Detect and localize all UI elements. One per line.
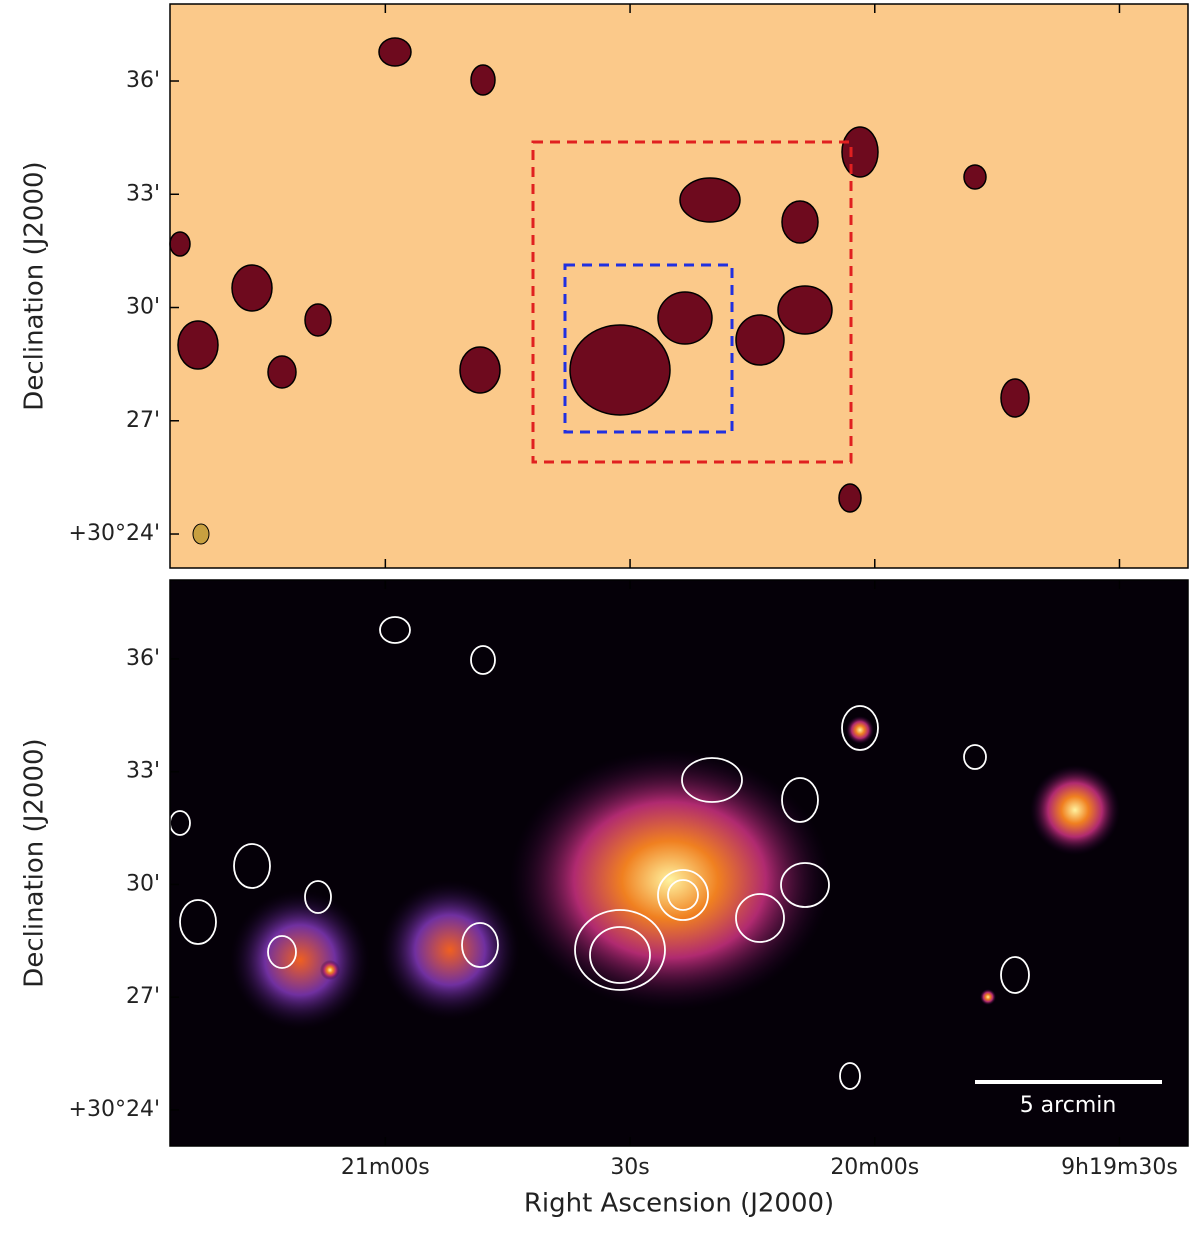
- y-tick-label: 27': [126, 984, 160, 1009]
- blue-box: [563, 263, 734, 434]
- xray-contours: [169, 616, 1030, 1090]
- y-tick-label: 27': [126, 408, 160, 433]
- panel-images: [169, 4, 1188, 1146]
- panel-frame: [169, 3, 1189, 569]
- x-tick-label: 30s: [610, 1155, 649, 1180]
- y-tick-label: 36': [126, 68, 160, 93]
- y-tick-label: 33': [126, 759, 160, 784]
- xray-emission: [230, 716, 1120, 1030]
- x-axis-label: Right Ascension (J2000): [524, 1189, 834, 1219]
- y-tick-label: 30': [126, 295, 160, 320]
- red-box: [531, 140, 853, 464]
- x-tick-label: 20m00s: [830, 1155, 919, 1180]
- radio-map: [170, 4, 1188, 568]
- y-tick-label: +30°24': [69, 521, 160, 546]
- y-axis-label: Declination (J2000): [20, 738, 50, 987]
- y-tick-label: 30': [126, 871, 160, 896]
- x-tick-label: 21m00s: [341, 1155, 430, 1180]
- y-tick-label: 33': [126, 181, 160, 206]
- panel-frame: [169, 579, 1189, 1147]
- y-axis-label: Declination (J2000): [20, 161, 50, 410]
- y-tick-label: 36': [126, 646, 160, 671]
- radio-contours: [169, 37, 1030, 513]
- scale-label: 5 arcmin: [1020, 1093, 1117, 1118]
- y-tick-label: +30°24': [69, 1097, 160, 1122]
- x-tick-label: 9h19m30s: [1061, 1155, 1178, 1180]
- beam: [192, 523, 210, 545]
